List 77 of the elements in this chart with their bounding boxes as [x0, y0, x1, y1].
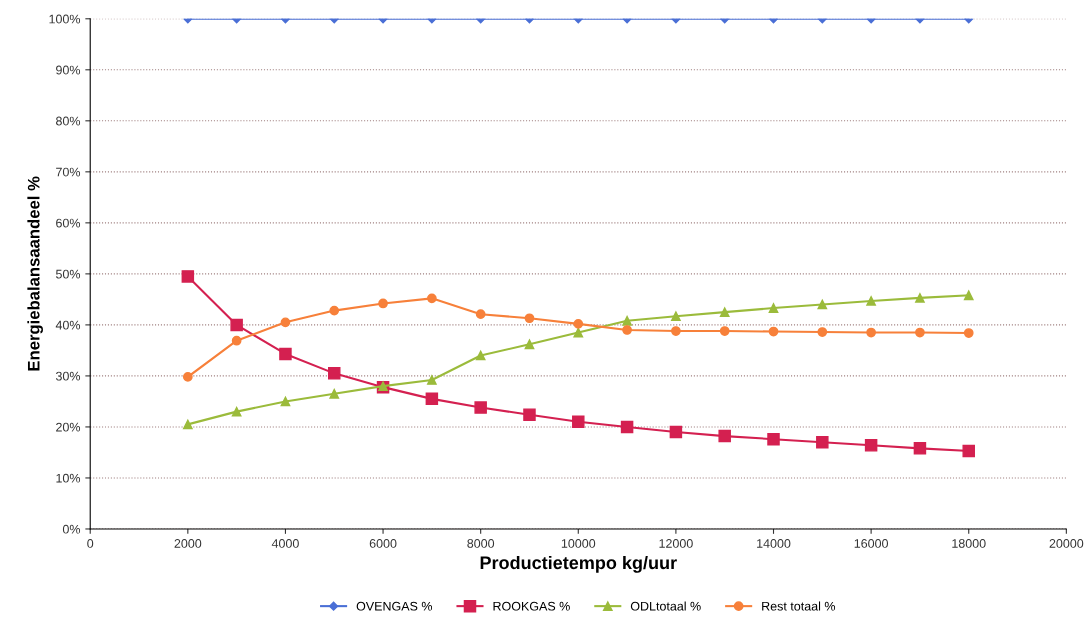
point	[915, 327, 925, 338]
y-tick-label: 50%	[55, 269, 81, 279]
y-tick-label: 100%	[49, 14, 81, 24]
point	[866, 327, 876, 338]
point	[231, 406, 242, 417]
point	[573, 327, 584, 338]
x-tick-label: 16000	[854, 539, 889, 548]
x-tick-label: 12000	[659, 539, 693, 548]
y-tick-label: 10%	[56, 473, 81, 483]
point	[963, 328, 974, 338]
point	[280, 396, 291, 407]
y-axis-title: Energiebalansaandeel %	[27, 176, 43, 371]
y-tick-label: 90%	[56, 65, 81, 75]
point	[572, 415, 585, 429]
point	[768, 303, 779, 313]
point	[182, 372, 193, 382]
x-axis-title: Productietempo kg/uur	[480, 555, 677, 573]
point	[427, 375, 437, 385]
y-tick-label: 60%	[56, 218, 81, 228]
y-tick-label: 0%	[62, 524, 81, 534]
point	[718, 429, 731, 443]
point	[866, 296, 876, 306]
y-tick-label: 70%	[56, 167, 81, 177]
point	[329, 388, 340, 399]
x-tick-label: 18000	[952, 539, 986, 548]
point	[620, 420, 634, 434]
point	[622, 325, 632, 335]
point	[671, 311, 681, 322]
x-tick-label: 14000	[757, 539, 791, 548]
x-tick-label: 10000	[561, 539, 596, 548]
point	[378, 298, 388, 309]
x-tick-label: 20000	[1049, 539, 1084, 548]
point	[669, 425, 683, 439]
point	[523, 408, 536, 421]
point	[719, 326, 730, 336]
legend-label: Rest totaal %	[762, 601, 836, 611]
y-tick-label: 80%	[56, 116, 81, 126]
point	[475, 350, 486, 361]
point	[474, 401, 487, 414]
point	[427, 293, 437, 304]
point	[230, 318, 243, 332]
point	[425, 392, 439, 406]
point	[328, 367, 341, 380]
point	[719, 307, 730, 318]
point	[817, 299, 828, 310]
point	[864, 439, 878, 452]
point	[279, 347, 292, 361]
point	[181, 270, 195, 283]
x-tick-label: 0	[87, 539, 94, 548]
point	[913, 442, 927, 455]
point	[622, 315, 632, 326]
legend-label: OVENGAS %	[356, 601, 433, 611]
x-tick-label: 2000	[174, 539, 202, 548]
point	[329, 305, 340, 316]
y-tick-label: 30%	[55, 371, 81, 381]
point	[524, 313, 535, 324]
point	[962, 444, 975, 458]
point	[817, 327, 828, 337]
x-tick-label: 8000	[467, 539, 495, 548]
point	[915, 292, 925, 303]
point	[767, 432, 780, 446]
point	[182, 419, 193, 430]
point	[768, 326, 779, 337]
point	[231, 335, 242, 346]
point	[816, 435, 829, 449]
point	[671, 326, 681, 336]
legend-label: ODLtotaal %	[630, 601, 701, 611]
legend-label: ROOKGAS %	[493, 601, 570, 611]
y-tick-label: 20%	[56, 422, 81, 432]
point	[524, 339, 535, 350]
x-tick-label: 6000	[369, 539, 397, 548]
point	[573, 319, 584, 329]
point	[475, 309, 486, 320]
point	[280, 317, 291, 328]
y-tick-label: 40%	[55, 320, 81, 330]
x-tick-label: 4000	[271, 539, 299, 548]
point	[963, 290, 974, 301]
